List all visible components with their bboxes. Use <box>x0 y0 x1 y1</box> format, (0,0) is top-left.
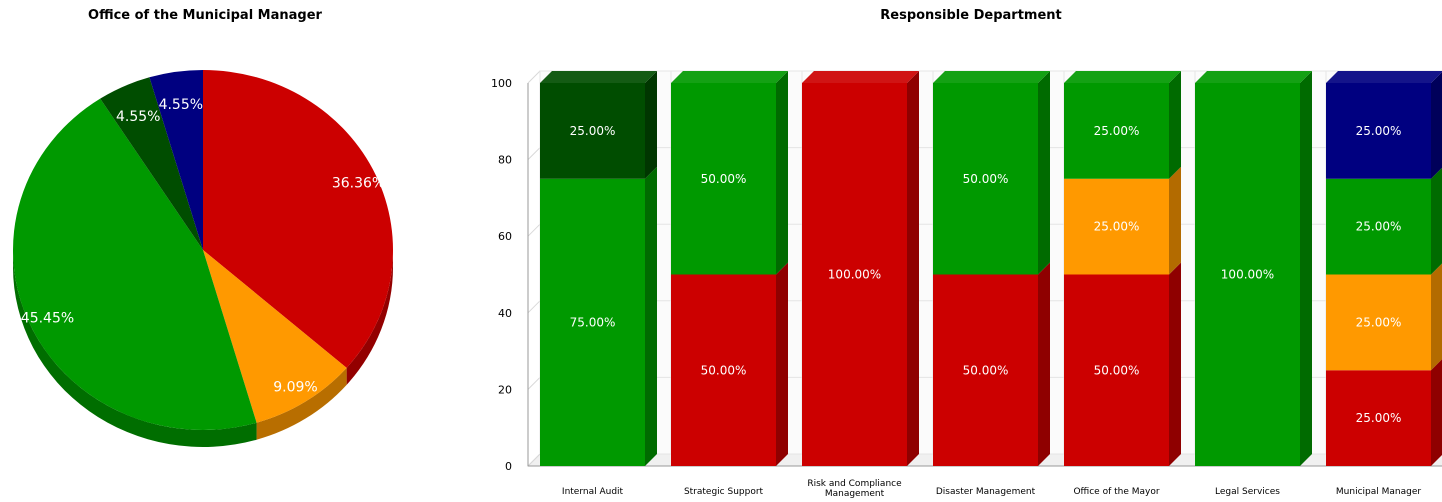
pie-slice-label: 4.55% <box>116 109 160 125</box>
bar-segment-label: 75.00% <box>570 315 616 329</box>
pie-slice <box>203 250 347 423</box>
pie-slice-label: 36.36% <box>332 176 385 192</box>
y-tick-label: 40 <box>498 307 512 320</box>
pie-slice-label: 4.55% <box>159 97 203 113</box>
bar-chart-title: Responsible Department <box>880 8 1062 23</box>
bar-segment <box>1326 370 1431 466</box>
x-category-label: Strategic Support <box>684 487 764 497</box>
pie-slice-label: 9.09% <box>273 379 317 395</box>
pie-slice <box>203 70 394 368</box>
bar-segment <box>1064 274 1169 466</box>
bar-segment <box>1195 83 1300 466</box>
pie-slice <box>100 77 203 250</box>
bar-segment <box>802 83 907 466</box>
bar-segment <box>1064 83 1169 179</box>
bar-segment <box>540 178 645 466</box>
bar-segment-label: 25.00% <box>570 124 616 138</box>
bar-segment-label: 25.00% <box>1356 315 1402 329</box>
bar-segment-label: 100.00% <box>828 268 881 282</box>
bar-segment <box>933 274 1038 466</box>
y-tick-label: 0 <box>505 460 512 473</box>
pie-slice <box>149 70 203 250</box>
bar-segment <box>933 83 1038 275</box>
bar-segment-label: 50.00% <box>701 363 747 377</box>
bar-segment-label: 50.00% <box>963 363 1009 377</box>
x-category-label: Legal Services <box>1215 487 1280 497</box>
bar-segment <box>1064 178 1169 275</box>
pie-slice-label: 45.45% <box>21 310 74 326</box>
bar-segment-label: 50.00% <box>963 172 1009 186</box>
y-tick-label: 60 <box>498 230 512 243</box>
x-category-label: Office of the Mayor <box>1073 487 1159 497</box>
bar-segment <box>1326 178 1431 275</box>
bar-segment-label: 50.00% <box>1094 363 1140 377</box>
pie-chart-title: Office of the Municipal Manager <box>88 8 322 23</box>
bar-segment <box>671 274 776 466</box>
pie-slice <box>12 98 257 430</box>
y-tick-label: 80 <box>498 154 512 167</box>
bar-segment <box>1326 83 1431 179</box>
y-tick-label: 20 <box>498 383 512 396</box>
x-category-label: Disaster Management <box>936 487 1036 497</box>
bar-segment <box>671 83 776 275</box>
y-tick-label: 100 <box>491 77 512 90</box>
bar-segment-label: 25.00% <box>1094 124 1140 138</box>
bar-segment <box>1326 274 1431 371</box>
bar-segment-label: 25.00% <box>1356 411 1402 425</box>
bar-segment-label: 25.00% <box>1356 124 1402 138</box>
x-category-label: Internal Audit <box>562 487 624 497</box>
bar-segment-label: 25.00% <box>1356 220 1402 234</box>
x-category-label: Municipal Manager <box>1336 487 1421 497</box>
bar-segment-label: 100.00% <box>1221 268 1274 282</box>
pie-chart: 36.36% 9.09% 45.45% 4.55%4.55% <box>12 70 394 447</box>
bar-segment-label: 50.00% <box>701 172 747 186</box>
bar-segment-label: 25.00% <box>1094 220 1140 234</box>
bar-segment <box>540 83 645 179</box>
x-category-label: Risk and Compliance Management <box>807 479 902 499</box>
